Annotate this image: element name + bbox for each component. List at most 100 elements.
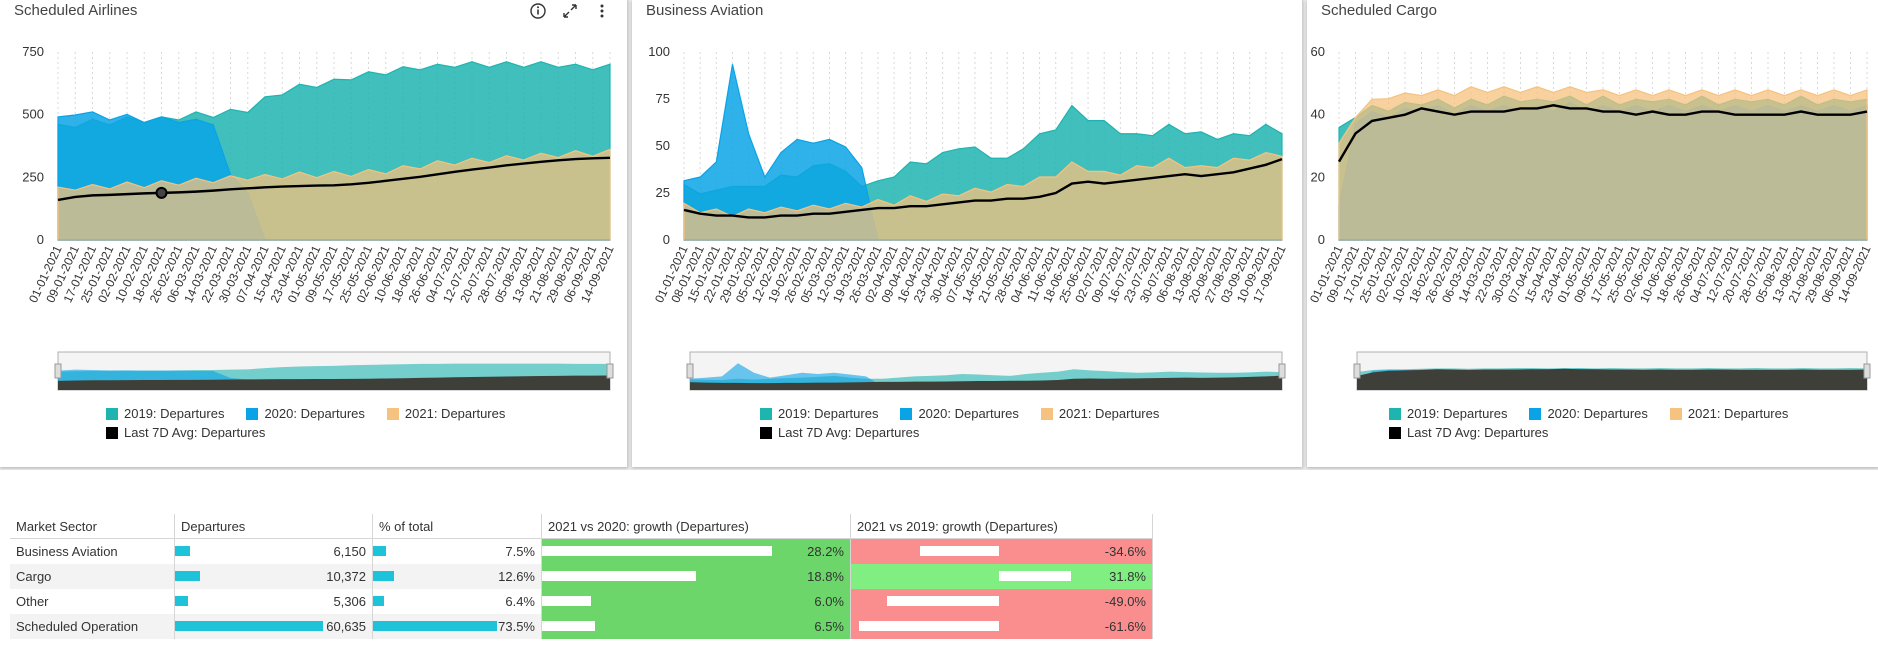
- pct-bar: [373, 621, 497, 631]
- table-row[interactable]: Other 5,306 6.4% 6.0% -49.0%: [10, 589, 1153, 614]
- range-navigator[interactable]: [686, 351, 1286, 391]
- swatch-2020: [900, 407, 913, 420]
- navigator-avg-area: [1357, 368, 1867, 390]
- legend-item-2019[interactable]: 2019: Departures: [1389, 406, 1507, 421]
- x-axis: 01-01-202109-01-202117-01-202125-01-2021…: [26, 243, 617, 305]
- market-sector-table: Market Sector Departures % of total 2021…: [10, 514, 1153, 639]
- hover-marker[interactable]: [155, 186, 168, 199]
- legend-label: 2020: Departures: [1547, 406, 1648, 421]
- series-7d-avg-line[interactable]: [57, 156, 611, 202]
- cell-sector: Business Aviation: [10, 538, 175, 564]
- chart-panel-business-aviation: Business Aviation 0 25 50 75 100 01-01-2021 08…: [632, 0, 1303, 467]
- table-row[interactable]: Business Aviation 6,150 7.5% 28.2% -34.6%: [10, 538, 1153, 564]
- range-navigator[interactable]: [54, 351, 614, 391]
- chart-business-aviation[interactable]: 0 25 50 75 100 01-01-202108-01-202115-01-2021…: [632, 0, 1302, 400]
- growth-2019-bar: [920, 546, 999, 556]
- series-7d-avg-line[interactable]: [683, 158, 1283, 219]
- swatch-2019: [760, 407, 772, 420]
- more-vertical-icon[interactable]: [593, 2, 611, 20]
- pct-bar: [373, 571, 395, 581]
- table-row[interactable]: Cargo 10,372 12.6% 18.8% 31.8%: [10, 564, 1153, 589]
- departures-bar: [175, 546, 190, 556]
- navigator-handle-left[interactable]: [54, 363, 62, 379]
- chart-scheduled-airlines[interactable]: 0 250 500 750 01-01-202109-01-202117-01-2021…: [0, 0, 627, 400]
- growth-2020-bar: [542, 621, 596, 631]
- legend-label: 2020: Departures: [918, 406, 1019, 421]
- bar-cell: 28.2%: [542, 539, 850, 564]
- legend-item-2019[interactable]: 2019: Departures: [760, 406, 878, 421]
- bar-cell: 60,635: [175, 614, 372, 639]
- swatch-2019: [1389, 407, 1401, 420]
- bar-cell: 73.5%: [373, 614, 541, 639]
- navigator-handle-left[interactable]: [686, 363, 694, 379]
- info-icon[interactable]: [529, 2, 547, 20]
- y-tick-label: 40: [1311, 107, 1325, 122]
- legend-item-avg[interactable]: Last 7D Avg: Departures: [106, 425, 265, 440]
- growth-2020-value: 28.2%: [807, 544, 844, 559]
- growth-2020-bar: [542, 571, 696, 581]
- bar-cell: -61.6%: [851, 614, 1152, 639]
- legend-label: Last 7D Avg: Departures: [778, 425, 920, 440]
- chart-scheduled-cargo[interactable]: 0 20 40 60 01-01-202109-01-202117-01-202125-…: [1307, 0, 1878, 400]
- series-2021-area[interactable]: [57, 148, 611, 241]
- bar-cell: 6.0%: [542, 589, 850, 614]
- navigator-handle-right[interactable]: [1278, 363, 1286, 379]
- header-growth-2019[interactable]: 2021 vs 2019: growth (Departures): [850, 514, 1153, 539]
- departures-bar: [175, 621, 323, 631]
- navigator-handle-left[interactable]: [1353, 363, 1361, 379]
- swatch-2021: [1040, 407, 1053, 420]
- legend-item-2021[interactable]: 2021: Departures: [1040, 406, 1159, 421]
- legend-item-avg[interactable]: Last 7D Avg: Departures: [1389, 425, 1548, 440]
- growth-2019-bar: [887, 596, 999, 606]
- legend-item-avg[interactable]: Last 7D Avg: Departures: [760, 425, 919, 440]
- growth-2019-value: 31.8%: [1109, 569, 1146, 584]
- y-tick-label: 0: [37, 232, 44, 247]
- cell-growth-2019: -34.6%: [850, 538, 1153, 564]
- pct-value: 6.4%: [505, 594, 535, 609]
- cell-growth-2019: 31.8%: [850, 564, 1153, 589]
- legend-item-2020[interactable]: 2020: Departures: [1529, 406, 1648, 421]
- legend-item-2019[interactable]: 2019: Departures: [106, 406, 224, 421]
- cell-growth-2020: 6.5%: [541, 614, 851, 639]
- legend-item-2020[interactable]: 2020: Departures: [900, 406, 1019, 421]
- expand-icon[interactable]: [561, 2, 579, 20]
- cell-sector: Other: [10, 589, 175, 614]
- pct-value: 12.6%: [498, 569, 535, 584]
- bar-cell: 5,306: [175, 589, 372, 614]
- table-row[interactable]: Scheduled Operation 60,635 73.5% 6.5% -61.6%: [10, 614, 1153, 639]
- legend-item-2020[interactable]: 2020: Departures: [246, 406, 365, 421]
- header-growth-2020[interactable]: 2021 vs 2020: growth (Departures): [541, 514, 851, 539]
- legend-item-2021[interactable]: 2021: Departures: [386, 406, 506, 421]
- cell-pct-total: 6.4%: [372, 589, 542, 614]
- cell-growth-2019: -49.0%: [850, 589, 1153, 614]
- legend-label: 2021: Departures: [1687, 406, 1789, 421]
- y-tick-label: 20: [1311, 169, 1325, 184]
- navigator-handle-right[interactable]: [1863, 363, 1871, 379]
- chart-panel-scheduled-airlines: Scheduled Airlines 0 250 500 750 01-01-2021 0…: [0, 0, 628, 467]
- y-tick-label: 750: [22, 44, 44, 59]
- navigator-avg-area: [690, 375, 1282, 390]
- pct-value: 7.5%: [505, 544, 535, 559]
- legend-item-2021[interactable]: 2021: Departures: [1669, 406, 1789, 421]
- x-axis: 01-01-202109-01-202117-01-202125-01-2021…: [1307, 243, 1874, 305]
- range-navigator[interactable]: [1353, 351, 1871, 391]
- y-tick-label: 0: [1318, 232, 1325, 247]
- header-market-sector[interactable]: Market Sector: [10, 514, 175, 539]
- legend: 2019: Departures 2020: Departures 2021: …: [106, 406, 505, 444]
- growth-2020-bar: [542, 596, 591, 606]
- navigator-handle-right[interactable]: [606, 363, 614, 379]
- cell-growth-2020: 28.2%: [541, 538, 851, 564]
- swatch-avg: [106, 426, 118, 439]
- cell-pct-total: 12.6%: [372, 564, 542, 589]
- panel-title: Business Aviation: [646, 2, 764, 19]
- series-2021-area[interactable]: [683, 151, 1283, 241]
- bar-cell: 10,372: [175, 564, 372, 589]
- y-tick-label: 0: [663, 232, 670, 247]
- header-departures[interactable]: Departures: [174, 514, 373, 539]
- legend-label: 2021: Departures: [404, 406, 506, 421]
- bar-cell: 6.5%: [542, 614, 850, 639]
- series-2021-area[interactable]: [1338, 86, 1868, 241]
- header-pct-total[interactable]: % of total: [372, 514, 542, 539]
- series-7d-avg-line[interactable]: [1337, 104, 1868, 163]
- table-header-row: Market Sector Departures % of total 2021…: [10, 514, 1153, 539]
